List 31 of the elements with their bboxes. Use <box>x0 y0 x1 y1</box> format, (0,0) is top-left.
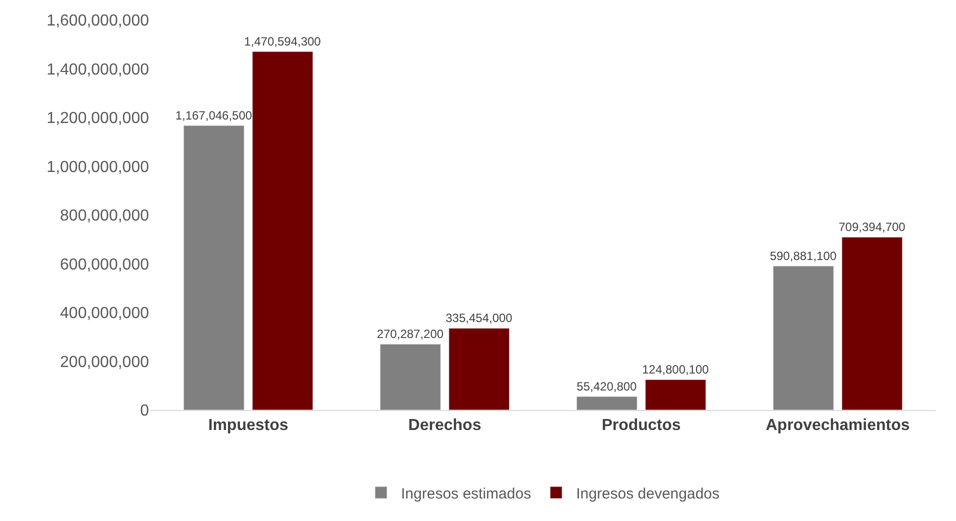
y-tick-label: 200,000,000 <box>60 354 150 371</box>
y-tick-label: 600,000,000 <box>60 256 150 274</box>
y-tick-label: 1,400,000,000 <box>46 61 150 78</box>
bar <box>772 266 834 410</box>
data-label: 590,881,100 <box>770 248 837 263</box>
y-tick-label: 400,000,000 <box>60 305 150 322</box>
data-label: 124,800,100 <box>642 362 710 377</box>
data-label: 335,454,000 <box>446 311 513 326</box>
x-tick-label: Derechos <box>408 417 482 434</box>
y-tick-label: 1,600,000,000 <box>46 12 150 30</box>
legend-label: Ingresos estimados <box>401 485 532 502</box>
bar <box>380 344 441 410</box>
data-label: 55,420,800 <box>576 379 638 394</box>
data-label: 1,470,594,300 <box>244 34 322 49</box>
x-tick-label: Impuestos <box>208 417 288 434</box>
bar <box>645 379 706 410</box>
bar <box>576 396 638 410</box>
data-label: 1,167,046,500 <box>175 108 252 123</box>
data-label: 270,287,200 <box>376 327 444 342</box>
y-tick-label: 0 <box>140 402 150 420</box>
y-tick-label: 1,000,000,000 <box>46 158 150 176</box>
x-tick-label: Productos <box>602 417 681 434</box>
y-tick-label: 1,200,000,000 <box>46 110 150 128</box>
bar <box>842 236 903 410</box>
bar <box>448 328 510 410</box>
data-label: 709,394,700 <box>838 220 906 234</box>
legend-label: Ingresos devengados <box>576 485 720 502</box>
y-tick-label: 800,000,000 <box>60 208 150 225</box>
bar <box>252 51 314 410</box>
x-tick-label: Aprovechamientos <box>766 417 910 434</box>
bar <box>183 125 244 410</box>
